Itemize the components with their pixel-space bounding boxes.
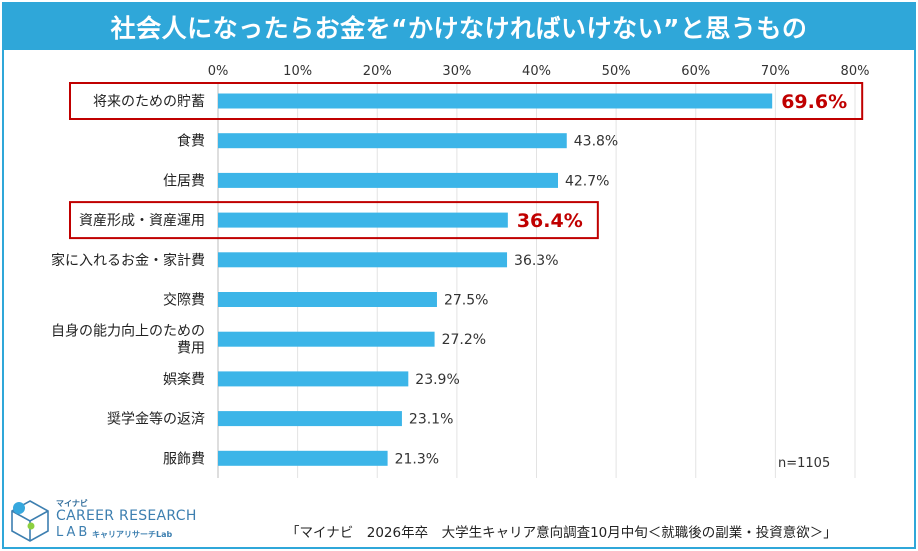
data-label: 36.3% [514, 253, 558, 269]
category-label: 家に入れるお金・家計費 [51, 252, 205, 269]
x-tick-label: 80% [841, 64, 870, 79]
logo-brand-sub: キャリアリサーチLab [92, 530, 173, 539]
bar [218, 292, 437, 307]
logo-brand-lab: LAB [56, 525, 91, 540]
category-label: 費用 [177, 341, 205, 357]
data-label: 36.4% [517, 210, 583, 232]
bar [218, 450, 388, 466]
bar [218, 172, 558, 188]
bar [218, 371, 409, 387]
category-label: 交際費 [163, 292, 205, 309]
category-label: 娯楽費 [163, 372, 205, 388]
category-label: 奨学金等の返済 [107, 411, 205, 428]
career-research-lab-logo: マイナビ CAREER RESEARCH LAB キャリアリサーチLab [8, 497, 198, 547]
x-tick-label: 70% [761, 64, 790, 79]
source-citation: 「マイナビ 2026年卒 大学生キャリア意向調査10月中旬＜就職後の副業・投資意… [286, 525, 837, 541]
logo-brand-main: CAREER RESEARCH [56, 508, 197, 524]
bar [218, 411, 402, 427]
highlight-box [69, 201, 599, 240]
x-tick-label: 0% [208, 64, 229, 79]
highlight-box [69, 82, 864, 120]
bar [218, 93, 773, 109]
data-label: 69.6% [781, 91, 847, 113]
bar [218, 133, 567, 149]
category-label: 服飾費 [163, 451, 205, 467]
data-label: 23.1% [409, 412, 453, 428]
bar [218, 212, 508, 228]
x-tick-label: 20% [363, 64, 392, 79]
bar [218, 252, 508, 268]
category-label: 資産形成・資産運用 [79, 213, 205, 229]
data-label: 43.8% [574, 134, 618, 150]
x-tick-label: 30% [442, 64, 471, 79]
logo-cube-icon [11, 500, 49, 542]
x-tick-label: 50% [602, 64, 631, 79]
category-label: 食費 [177, 133, 205, 150]
category-label: 将来のための貯蓄 [93, 94, 205, 110]
data-label: 27.2% [442, 332, 486, 348]
data-label: 42.7% [565, 173, 609, 189]
category-label: 自身の能力向上のための [51, 324, 205, 340]
sample-size-note: n=1105 [778, 456, 831, 471]
x-tick-label: 60% [681, 64, 710, 79]
bar [218, 331, 435, 347]
x-tick-label: 40% [522, 64, 551, 79]
data-label: 23.9% [415, 372, 459, 388]
chart-title: 社会人になったらお金を“かけなければいけない”と思うもの [4, 4, 914, 50]
category-label: 住居費 [163, 173, 205, 189]
data-label: 27.5% [444, 293, 488, 309]
x-tick-label: 10% [283, 64, 312, 79]
data-label: 21.3% [395, 451, 439, 467]
logo-brand-top: マイナビ [56, 499, 88, 508]
